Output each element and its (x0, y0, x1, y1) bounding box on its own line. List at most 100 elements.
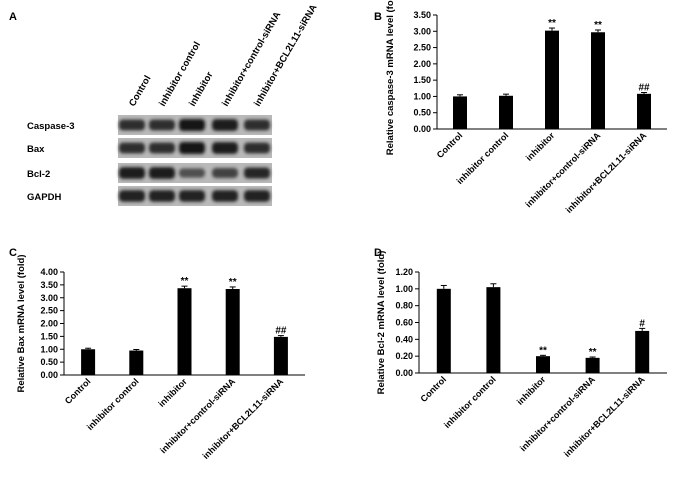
bar (225, 288, 240, 375)
significance-marker: ## (275, 326, 287, 337)
x-category-label: inhibitor+BCL2L11-siRNA (562, 374, 647, 459)
bar (129, 350, 144, 375)
blot-row: Bcl-2 (27, 163, 272, 183)
blot-band (119, 167, 145, 179)
blot-band (149, 142, 175, 154)
significance-marker: ** (229, 277, 237, 288)
y-tick-label: 0.50 (413, 108, 431, 118)
y-tick-label: 0.50 (40, 357, 58, 367)
blot-band (212, 168, 238, 178)
x-category-label: inhibitor (156, 376, 189, 409)
y-tick-label: 2.50 (40, 306, 58, 316)
blot-band (179, 168, 205, 178)
x-category-label: inhibitor+BCL2L11-siRNA (564, 130, 649, 215)
y-tick-label: 4.00 (40, 267, 58, 277)
y-tick-label: 0.20 (395, 351, 413, 361)
bar (637, 93, 651, 129)
bar (177, 288, 192, 375)
bcl2-chart-panel: D 0.00 0.20 0.40 0.60 0.80 1.00 1.20 Relative B… (374, 247, 667, 459)
blot-band-label: Bcl-2 (27, 169, 50, 180)
panel-letter-d: D (374, 247, 382, 259)
bar (635, 330, 650, 373)
x-category-label: Control (435, 130, 465, 160)
y-axis-label: Relative Bax mRNA level (fold) (16, 255, 27, 393)
x-category-label: inhibitor+control-siRNA (523, 130, 602, 209)
y-tick-label: 0.00 (40, 370, 58, 380)
x-category-label: inhibitor control (85, 376, 141, 432)
blot-band (149, 167, 175, 179)
bcl2-bar-chart: 0.00 0.20 0.40 0.60 0.80 1.00 1.20 Relative Bcl… (376, 251, 667, 459)
bar (536, 356, 550, 373)
blot-band (244, 167, 270, 179)
significance-marker: ** (548, 18, 556, 29)
blot-row: Caspase-3 (27, 115, 272, 135)
significance-marker: ## (638, 83, 650, 94)
x-category-label: inhibitor+BCL2L11-siRNA (201, 376, 286, 461)
bar (436, 288, 451, 373)
bar (585, 357, 600, 373)
y-tick-label: 1.00 (413, 91, 431, 101)
y-tick-label: 2.50 (413, 43, 431, 53)
significance-marker: ** (589, 347, 597, 358)
x-category-label: inhibitor (524, 130, 557, 163)
panel-letter-b: B (374, 11, 382, 23)
blot-band (212, 142, 238, 154)
blot-band (244, 190, 270, 202)
x-category-label: inhibitor control (442, 374, 498, 430)
blot-band (119, 190, 145, 202)
significance-marker: ** (539, 345, 547, 356)
panel-letter-a: A (9, 11, 17, 23)
bar (591, 32, 605, 129)
blot-band (179, 142, 205, 154)
bax-chart-panel: C 0.00 0.50 1.00 1.50 2.00 2.50 3.00 3.50 4.00 Re… (9, 247, 305, 461)
blot-lane-label: inhibitor (187, 70, 216, 109)
blot-row: Bax (27, 138, 272, 158)
y-tick-label: 3.00 (413, 26, 431, 36)
blot-band (212, 190, 238, 202)
blot-band-label: GAPDH (27, 192, 61, 203)
caspase3-chart-panel: B 0.00 0.50 1.00 1.50 2.00 2.50 3.00 3.50 Relati… (374, 0, 667, 215)
blot-band (119, 142, 145, 154)
bar (545, 30, 559, 129)
y-tick-label: 0.00 (413, 124, 431, 134)
y-tick-label: 1.50 (40, 331, 58, 341)
bar (273, 336, 288, 375)
blot-band (212, 119, 238, 131)
blot-lane-label: Control (127, 74, 153, 109)
bar (81, 349, 96, 375)
x-category-label: Control (419, 374, 449, 404)
y-axis-label: Relative Bcl-2 mRNA level (fold) (376, 251, 387, 395)
y-tick-label: 0.60 (395, 318, 413, 328)
y-tick-label: 3.50 (413, 10, 431, 20)
y-tick-label: 0.40 (395, 334, 413, 344)
y-tick-label: 1.50 (413, 75, 431, 85)
blot-lane-label: inhibitor+BCL2L11-siRNA (252, 3, 320, 109)
significance-marker: ** (181, 276, 189, 287)
y-tick-label: 3.00 (40, 293, 58, 303)
bax-bar-chart: 0.00 0.50 1.00 1.50 2.00 2.50 3.00 3.50 4.00 Rela… (16, 255, 305, 461)
y-axis-label: Relative caspase-3 mRNA level (fold) (385, 0, 396, 155)
blot-band (119, 119, 145, 131)
blot-band-label: Bax (27, 144, 45, 155)
y-tick-label: 0.00 (395, 368, 413, 378)
blot-band (244, 119, 270, 131)
y-tick-label: 1.00 (40, 344, 58, 354)
blot-row: GAPDH (27, 186, 272, 206)
y-tick-label: 1.00 (395, 284, 413, 294)
blot-rows: Caspase-3 Bax Bcl-2 GAPDH (27, 115, 272, 206)
y-tick-label: 1.20 (395, 267, 413, 277)
blot-band (179, 119, 205, 131)
y-tick-label: 2.00 (413, 59, 431, 69)
blot-band (149, 190, 175, 202)
x-category-label: inhibitor (515, 374, 548, 407)
blot-band (179, 190, 205, 202)
y-tick-label: 2.00 (40, 319, 58, 329)
caspase3-bar-chart: 0.00 0.50 1.00 1.50 2.00 2.50 3.00 3.50 Relative… (385, 0, 667, 215)
significance-marker: ** (594, 20, 602, 31)
panel-letter-c: C (9, 247, 17, 259)
y-tick-label: 3.50 (40, 280, 58, 290)
bar (499, 95, 513, 129)
